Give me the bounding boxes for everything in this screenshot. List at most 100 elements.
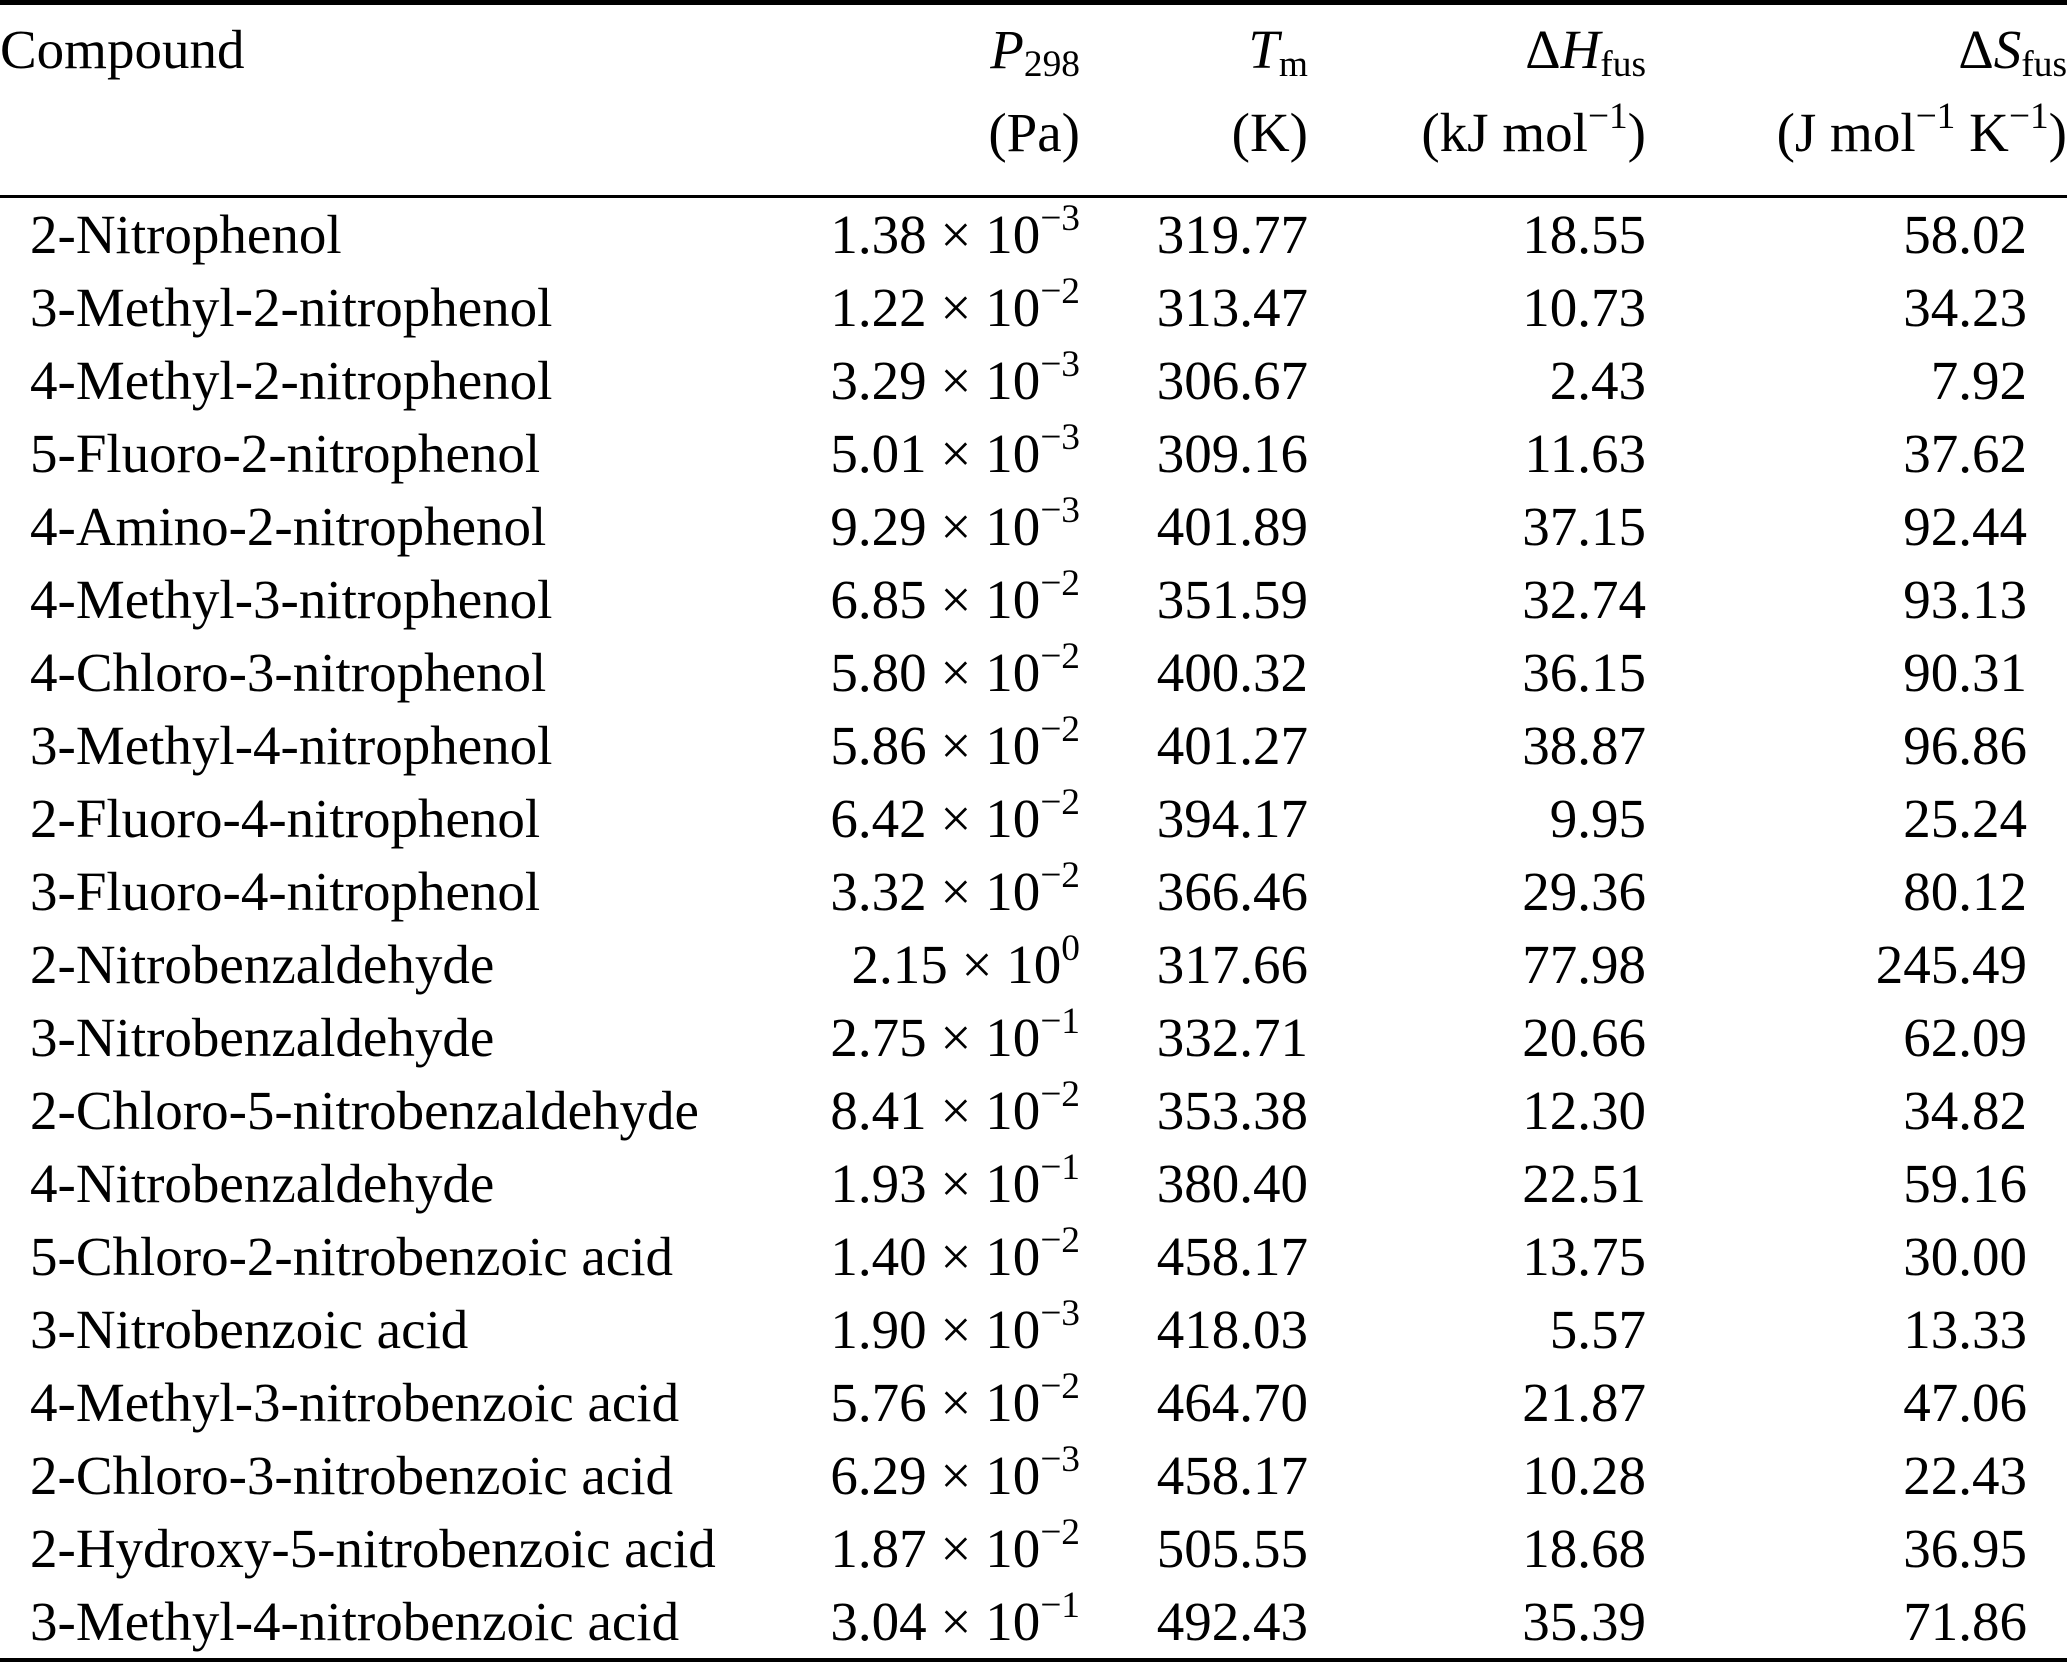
enthalpy-fusion-value: 10.28	[1522, 1445, 1646, 1506]
compound-name: 4-Methyl-3-nitrobenzoic acid	[30, 1372, 680, 1433]
enthalpy-fusion-value: 2.43	[1549, 350, 1646, 411]
enthalpy-fusion-value: 20.66	[1522, 1007, 1646, 1068]
entropy-fusion-value: 59.16	[1903, 1153, 2027, 1214]
table-row: 4-Methyl-3-nitrobenzoic acid 5.76 × 10−2…	[0, 1366, 2067, 1439]
melting-temperature-value: 351.59	[1156, 569, 1308, 630]
vapor-pressure-value: 3.32 × 10−2	[830, 854, 1080, 922]
table-row: 4-Nitrobenzaldehyde 1.93 × 10−1 380.40 2…	[0, 1147, 2067, 1220]
vapor-pressure-value: 3.04 × 10−1	[830, 1584, 1080, 1652]
entropy-fusion-value: 62.09	[1903, 1007, 2027, 1068]
compound-name: 4-Amino-2-nitrophenol	[30, 496, 547, 557]
enthalpy-fusion-value: 9.95	[1549, 788, 1646, 849]
enthalpy-fusion-value: 37.15	[1522, 496, 1646, 557]
enthalpy-fusion-value: 35.39	[1522, 1591, 1646, 1652]
vapor-pressure-value: 6.29 × 10−3	[830, 1438, 1080, 1506]
header-tm-unit: (K)	[1080, 81, 1308, 198]
melting-temperature-value: 458.17	[1156, 1226, 1308, 1287]
table-row: 2-Chloro-3-nitrobenzoic acid 6.29 × 10−3…	[0, 1439, 2067, 1512]
compound-name: 4-Chloro-3-nitrophenol	[30, 642, 547, 703]
melting-temperature-value: 401.89	[1156, 496, 1308, 557]
entropy-fusion-value: 13.33	[1903, 1299, 2027, 1360]
compound-name: 3-Fluoro-4-nitrophenol	[30, 861, 541, 922]
vapor-pressure-value: 1.40 × 10−2	[830, 1219, 1080, 1287]
compound-name: 2-Hydroxy-5-nitrobenzoic acid	[30, 1518, 716, 1579]
entropy-fusion-value: 7.92	[1930, 350, 2027, 411]
melting-temperature-value: 394.17	[1156, 788, 1308, 849]
header-compound: Compound	[0, 19, 245, 80]
compound-name: 2-Chloro-5-nitrobenzaldehyde	[30, 1080, 699, 1141]
compound-name: 4-Methyl-3-nitrophenol	[30, 569, 553, 630]
header-tm: Tm	[1248, 19, 1308, 86]
table-row: 5-Chloro-2-nitrobenzoic acid 1.40 × 10−2…	[0, 1220, 2067, 1293]
melting-temperature-value: 400.32	[1156, 642, 1308, 703]
vapor-pressure-value: 1.90 × 10−3	[830, 1292, 1080, 1360]
table-header: Compound P298 Tm ΔHfus ΔSfus (Pa) (K) (k…	[0, 3, 2067, 198]
entropy-fusion-value: 92.44	[1903, 496, 2027, 557]
table-row: 3-Methyl-4-nitrobenzoic acid 3.04 × 10−1…	[0, 1585, 2067, 1661]
enthalpy-fusion-value: 18.68	[1522, 1518, 1646, 1579]
melting-temperature-value: 313.47	[1156, 277, 1308, 338]
entropy-fusion-value: 90.31	[1903, 642, 2027, 703]
table-row: 4-Amino-2-nitrophenol 9.29 × 10−3 401.89…	[0, 490, 2067, 563]
vapor-pressure-value: 2.75 × 10−1	[830, 1000, 1080, 1068]
vapor-pressure-value: 2.15 × 100	[851, 927, 1080, 995]
compound-name: 2-Nitrobenzaldehyde	[30, 934, 495, 995]
header-units-row: (Pa) (K) (kJ mol−1) (J mol−1 K−1)	[0, 81, 2067, 198]
vapor-pressure-value: 3.29 × 10−3	[830, 343, 1080, 411]
table-row: 4-Chloro-3-nitrophenol 5.80 × 10−2 400.3…	[0, 636, 2067, 709]
compound-name: 3-Nitrobenzoic acid	[30, 1299, 469, 1360]
melting-temperature-value: 458.17	[1156, 1445, 1308, 1506]
melting-temperature-value: 418.03	[1156, 1299, 1308, 1360]
header-symbols-row: Compound P298 Tm ΔHfus ΔSfus	[0, 3, 2067, 86]
compound-name: 2-Fluoro-4-nitrophenol	[30, 788, 541, 849]
table-row: 3-Methyl-2-nitrophenol 1.22 × 10−2 313.4…	[0, 271, 2067, 344]
compound-name: 3-Methyl-4-nitrophenol	[30, 715, 553, 776]
enthalpy-fusion-value: 32.74	[1522, 569, 1646, 630]
header-p298-unit: (Pa)	[770, 81, 1080, 198]
vapor-pressure-value: 6.42 × 10−2	[830, 781, 1080, 849]
compound-name: 2-Nitrophenol	[30, 204, 342, 265]
entropy-fusion-value: 93.13	[1903, 569, 2027, 630]
vapor-pressure-value: 5.76 × 10−2	[830, 1365, 1080, 1433]
vapor-pressure-value: 8.41 × 10−2	[830, 1073, 1080, 1141]
table-row: 3-Nitrobenzoic acid 1.90 × 10−3 418.03 5…	[0, 1293, 2067, 1366]
entropy-fusion-value: 34.23	[1903, 277, 2027, 338]
header-dsfus: ΔSfus	[1958, 19, 2067, 86]
compound-name: 4-Nitrobenzaldehyde	[30, 1153, 495, 1214]
melting-temperature-value: 464.70	[1156, 1372, 1308, 1433]
entropy-fusion-value: 96.86	[1903, 715, 2027, 776]
melting-temperature-value: 492.43	[1156, 1591, 1308, 1652]
vapor-pressure-value: 1.93 × 10−1	[830, 1146, 1080, 1214]
header-p298: P298	[990, 19, 1080, 86]
vapor-pressure-value: 5.86 × 10−2	[830, 708, 1080, 776]
table-row: 2-Chloro-5-nitrobenzaldehyde 8.41 × 10−2…	[0, 1074, 2067, 1147]
vapor-pressure-value: 5.01 × 10−3	[830, 416, 1080, 484]
compound-name: 2-Chloro-3-nitrobenzoic acid	[30, 1445, 673, 1506]
entropy-fusion-value: 22.43	[1903, 1445, 2027, 1506]
table-row: 3-Fluoro-4-nitrophenol 3.32 × 10−2 366.4…	[0, 855, 2067, 928]
table-row: 4-Methyl-2-nitrophenol 3.29 × 10−3 306.6…	[0, 344, 2067, 417]
table-row: 3-Nitrobenzaldehyde 2.75 × 10−1 332.71 2…	[0, 1001, 2067, 1074]
melting-temperature-value: 353.38	[1156, 1080, 1308, 1141]
enthalpy-fusion-value: 18.55	[1522, 204, 1646, 265]
header-dhfus: ΔHfus	[1525, 19, 1646, 86]
enthalpy-fusion-value: 21.87	[1522, 1372, 1646, 1433]
vapor-pressure-value: 9.29 × 10−3	[830, 489, 1080, 557]
entropy-fusion-value: 71.86	[1903, 1591, 2027, 1652]
entropy-fusion-value: 58.02	[1903, 204, 2027, 265]
table-body: 2-Nitrophenol 1.38 × 10−3 319.77 18.55 5…	[0, 197, 2067, 1661]
melting-temperature-value: 309.16	[1156, 423, 1308, 484]
table-row: 2-Nitrophenol 1.38 × 10−3 319.77 18.55 5…	[0, 197, 2067, 272]
table-row: 2-Nitrobenzaldehyde 2.15 × 100 317.66 77…	[0, 928, 2067, 1001]
entropy-fusion-value: 36.95	[1903, 1518, 2027, 1579]
compound-name: 3-Methyl-4-nitrobenzoic acid	[30, 1591, 680, 1652]
melting-temperature-value: 380.40	[1156, 1153, 1308, 1214]
header-dhfus-unit: (kJ mol−1)	[1308, 81, 1646, 198]
vapor-pressure-value: 1.22 × 10−2	[830, 270, 1080, 338]
vapor-pressure-value: 1.38 × 10−3	[830, 197, 1080, 265]
vapor-pressure-value: 5.80 × 10−2	[830, 635, 1080, 703]
entropy-fusion-value: 80.12	[1903, 861, 2027, 922]
header-dsfus-unit: (J mol−1 K−1)	[1646, 81, 2067, 198]
melting-temperature-value: 505.55	[1156, 1518, 1308, 1579]
